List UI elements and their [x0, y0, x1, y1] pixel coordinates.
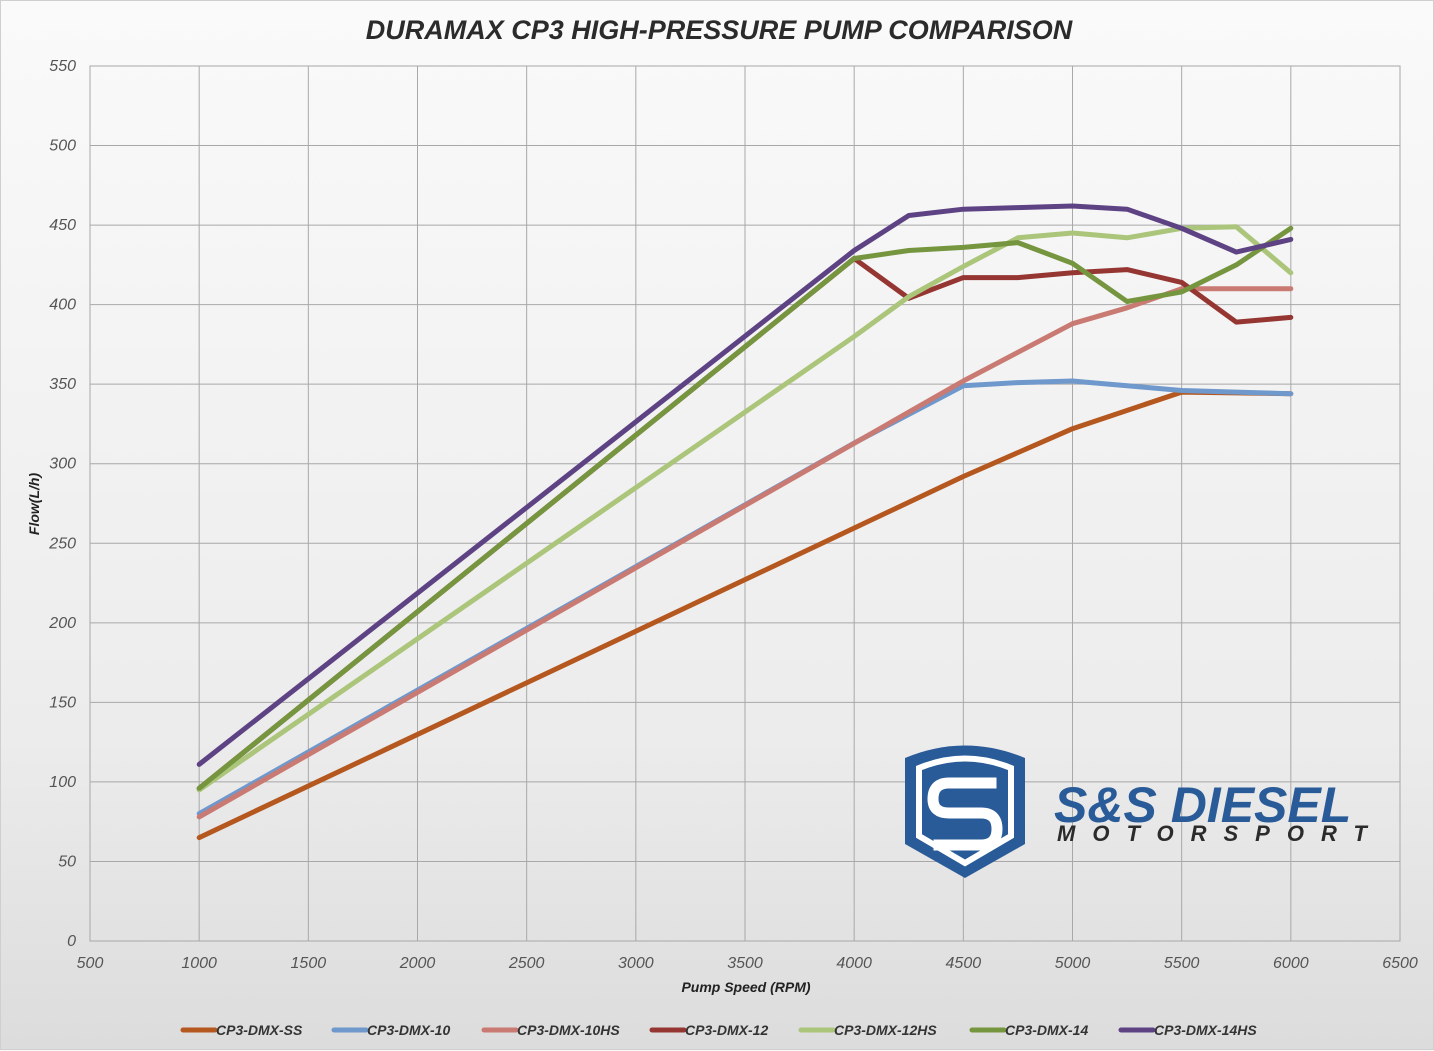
- y-tick-label: 350: [49, 376, 76, 393]
- legend-item-cp3-dmx-12: CP3-DMX-12: [649, 1022, 768, 1038]
- grid: [89, 65, 1401, 942]
- legend-item-cp3-dmx-14: CP3-DMX-14: [969, 1022, 1088, 1038]
- y-tick-label: 450: [49, 217, 76, 234]
- y-tick-label: 100: [49, 774, 76, 791]
- legend-label: CP3-DMX-10: [367, 1022, 450, 1038]
- x-tick-label: 5500: [1164, 955, 1200, 972]
- legend-label: CP3-DMX-10HS: [517, 1022, 620, 1038]
- series-line-cp3-dmx-12: [196, 256, 1294, 791]
- logo-s-icon: [927, 777, 1003, 851]
- logo-sub-text: MOTORSPORT: [1057, 821, 1384, 846]
- logo-main-text: S&S DIESEL: [1054, 777, 1351, 833]
- x-tick-label: 1000: [181, 955, 217, 972]
- series-line-cp3-dmx-14: [196, 225, 1294, 791]
- y-tick-label: 0: [67, 933, 76, 950]
- y-tick-label: 150: [49, 694, 76, 711]
- legend-label: CP3-DMX-14HS: [1154, 1022, 1257, 1038]
- y-axis-label: Flow(L/h): [26, 473, 42, 536]
- legend-item-cp3-dmx-10hs: CP3-DMX-10HS: [481, 1022, 620, 1038]
- x-tick-label: 3000: [618, 955, 654, 972]
- legend-label: CP3-DMX-12: [685, 1022, 768, 1038]
- x-tick-labels: 500 1000 1500 2000 2500 3000 3500 4000 4500 5000 5…: [77, 955, 1418, 972]
- series-line-cp3-dmx-10hs: [196, 286, 1294, 820]
- legend-label: CP3-DMX-14: [1005, 1022, 1088, 1038]
- x-tick-label: 500: [77, 955, 104, 972]
- x-tick-label: 6500: [1382, 955, 1418, 972]
- y-tick-label: 500: [49, 138, 76, 155]
- legend-label: CP3-DMX-12HS: [834, 1022, 937, 1038]
- legend-item-cp3-dmx-14hs: CP3-DMX-14HS: [1118, 1022, 1257, 1038]
- y-tick-label: 550: [49, 58, 76, 75]
- chart-title: DURAMAX CP3 HIGH-PRESSURE PUMP COMPARISO…: [366, 15, 1073, 45]
- legend-item-cp3-dmx-ss: CP3-DMX-SS: [180, 1022, 303, 1038]
- series-line-cp3-dmx-12hs: [196, 224, 1294, 793]
- sands-diesel-logo: S&S DIESEL MOTORSPORT: [905, 745, 1384, 878]
- legend-label: CP3-DMX-SS: [216, 1022, 303, 1038]
- y-tick-label: 300: [49, 456, 76, 473]
- y-tick-label: 50: [58, 853, 76, 870]
- x-axis-label: Pump Speed (RPM): [681, 979, 810, 995]
- series-line-cp3-dmx-14hs: [196, 203, 1294, 767]
- x-tick-label: 5000: [1055, 955, 1091, 972]
- y-tick-labels: 0 50 100 150 200 250 300 350 400 450 500 550: [48, 58, 76, 950]
- x-tick-label: 2500: [508, 955, 545, 972]
- legend: CP3-DMX-SS CP3-DMX-10 CP3-DMX-10HS CP3-DMX-…: [180, 1022, 1257, 1038]
- y-tick-label: 200: [48, 615, 76, 632]
- y-tick-label: 250: [48, 535, 76, 552]
- x-tick-label: 3500: [727, 955, 763, 972]
- y-tick-label: 400: [49, 297, 76, 314]
- legend-item-cp3-dmx-10: CP3-DMX-10: [331, 1022, 450, 1038]
- x-tick-label: 4500: [946, 955, 982, 972]
- x-tick-label: 4000: [836, 955, 872, 972]
- x-tick-label: 6000: [1273, 955, 1309, 972]
- legend-item-cp3-dmx-12hs: CP3-DMX-12HS: [798, 1022, 937, 1038]
- series-lines: [196, 203, 1294, 841]
- x-tick-label: 2000: [399, 955, 436, 972]
- x-tick-label: 1500: [291, 955, 327, 972]
